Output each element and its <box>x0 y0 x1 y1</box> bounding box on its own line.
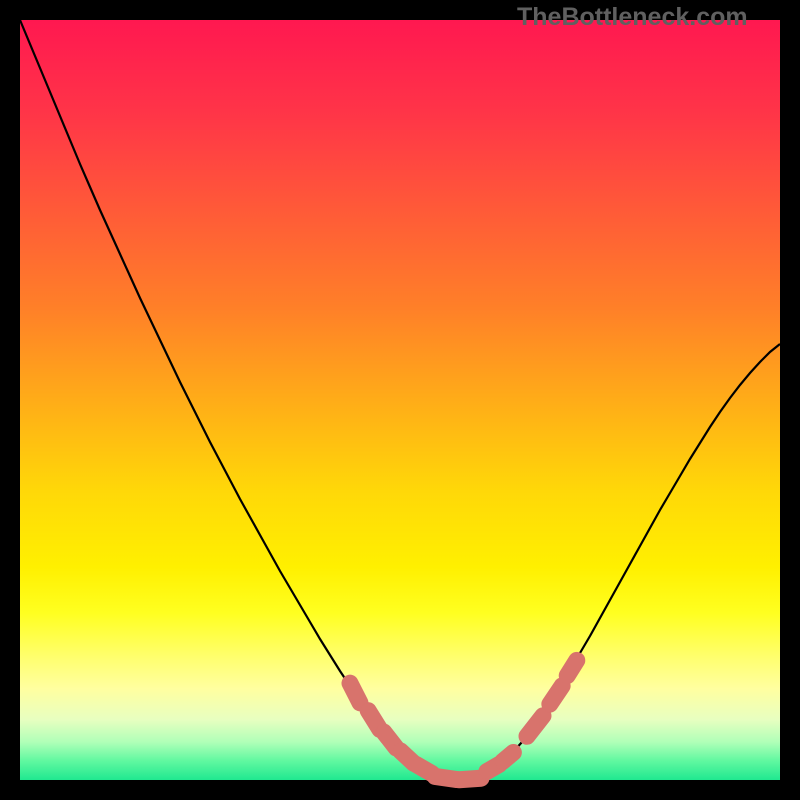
marker-group <box>339 649 588 788</box>
curve-polyline <box>20 20 780 780</box>
chart-svg <box>20 20 780 780</box>
bottleneck-curve <box>20 20 780 780</box>
plot-area <box>20 20 780 780</box>
watermark-text: TheBottleneck.com <box>517 3 748 32</box>
curve-marker <box>556 649 588 686</box>
